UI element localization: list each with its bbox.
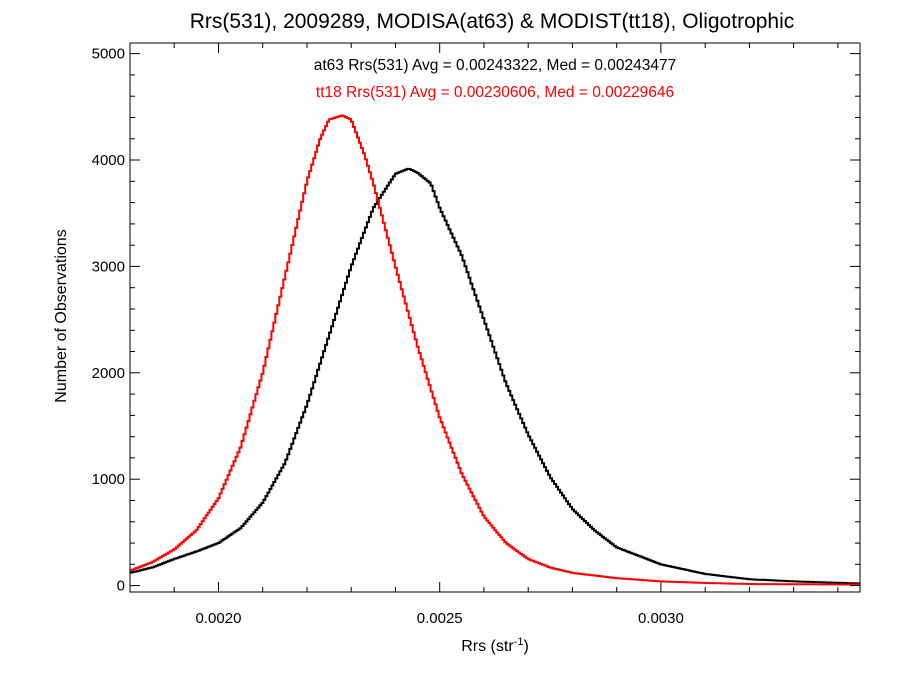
x-axis-label-close: ) (523, 638, 528, 655)
x-axis-label-sup: -1 (514, 636, 524, 648)
series-layer (130, 114, 860, 586)
plot-frame (129, 42, 861, 593)
annotation-at63: at63 Rrs(531) Avg = 0.00243322, Med = 0.… (314, 57, 677, 74)
axes-layer: 0.0020 0.0025 0.0030 0 1000 2000 3000 4000 5000 (92, 42, 861, 627)
x-tick-label: 0.0025 (417, 610, 463, 627)
y-tick-label: 0 (117, 578, 125, 595)
x-axis-label-main: Rrs (str (461, 638, 514, 655)
y-tick-label: 2000 (92, 365, 125, 382)
y-tick-label: 3000 (92, 258, 125, 275)
x-tick-label: 0.0030 (638, 610, 684, 627)
y-tick-label: 1000 (92, 471, 125, 488)
y-tick-label: 4000 (92, 152, 125, 169)
series-line-0 (130, 167, 860, 585)
annotation-tt18: tt18 Rrs(531) Avg = 0.00230606, Med = 0.… (316, 84, 674, 101)
y-axis-label: Number of Observations (53, 229, 70, 402)
series-line-1 (130, 114, 860, 586)
x-tick-label: 0.0020 (196, 610, 242, 627)
y-tick-label: 5000 (92, 46, 125, 63)
x-axis-label: Rrs (str-1) (461, 636, 529, 655)
chart-title: Rrs(531), 2009289, MODISA(at63) & MODIST… (190, 10, 795, 33)
